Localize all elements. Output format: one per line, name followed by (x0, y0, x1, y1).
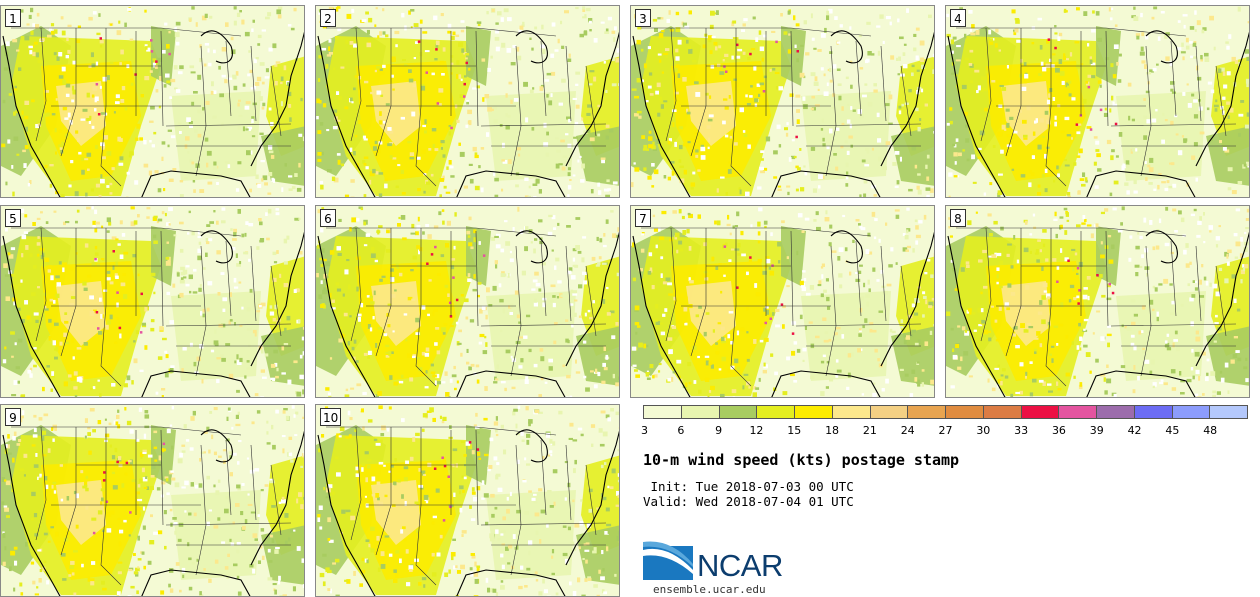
map-panel-8: 8 (945, 205, 1250, 398)
panel-label: 2 (320, 9, 336, 27)
ncar-logo-text: NCAR (697, 548, 783, 583)
chart-title: 10-m wind speed (kts) postage stamp (643, 451, 960, 469)
colorbar-swatch (983, 406, 1022, 418)
wind-speed-map (316, 6, 619, 197)
colorbar-tick: 6 (677, 424, 685, 437)
map-panel-10: 10 (315, 404, 620, 597)
colorbar-swatch (1172, 406, 1211, 418)
colorbar-swatch (908, 406, 946, 418)
panel-label: 1 (5, 9, 21, 27)
map-panel-3: 3 (630, 5, 935, 198)
colorbar-swatch (681, 406, 720, 418)
wind-speed-map (631, 6, 934, 197)
colorbar-swatch (757, 406, 795, 418)
colorbar-tick: 27 (938, 424, 953, 437)
panel-label: 7 (635, 209, 651, 227)
colorbar-tick: 30 (976, 424, 991, 437)
ncar-logo-icon (643, 541, 693, 580)
colorbar-swatch (719, 406, 758, 418)
colorbar-swatch (795, 406, 833, 418)
panel-label: 6 (320, 209, 336, 227)
colorbar-swatch (644, 406, 682, 418)
wind-speed-map (316, 206, 619, 397)
wind-speed-map (946, 6, 1249, 197)
colorbar-tick: 3 (641, 424, 648, 437)
wind-speed-map (946, 206, 1249, 397)
colorbar-swatch (946, 406, 984, 418)
map-panel-1: 1 (0, 5, 305, 198)
colorbar-tick: 42 (1127, 424, 1142, 437)
map-panel-7: 7 (630, 205, 935, 398)
colorbar-swatch (832, 406, 871, 418)
wind-speed-map (1, 405, 304, 596)
wind-speed-map (1, 206, 304, 397)
colorbar (643, 405, 1248, 419)
colorbar-tick: 18 (825, 424, 840, 437)
panel-label: 8 (950, 209, 966, 227)
map-panel-5: 5 (0, 205, 305, 398)
colorbar-tick: 24 (900, 424, 915, 437)
colorbar-swatch (1097, 406, 1135, 418)
colorbar-tick: 15 (787, 424, 802, 437)
colorbar-swatch (1134, 406, 1173, 418)
wind-speed-map (631, 206, 934, 397)
panel-label: 10 (320, 408, 342, 426)
panel-label: 5 (5, 209, 21, 227)
colorbar-swatch (1021, 406, 1060, 418)
valid-time: Valid: Wed 2018-07-04 01 UTC (643, 494, 854, 509)
colorbar-tick: 36 (1051, 424, 1066, 437)
colorbar-tick: 45 (1165, 424, 1180, 437)
wind-speed-map (316, 405, 619, 596)
wind-speed-map (1, 6, 304, 197)
colorbar-tick: 12 (749, 424, 764, 437)
map-panel-9: 9 (0, 404, 305, 597)
colorbar-swatch (1210, 406, 1247, 418)
map-panel-4: 4 (945, 5, 1250, 198)
colorbar-swatch (870, 406, 909, 418)
map-panel-2: 2 (315, 5, 620, 198)
colorbar-tick: 9 (715, 424, 723, 437)
map-panel-6: 6 (315, 205, 620, 398)
site-url: ensemble.ucar.edu (653, 583, 766, 596)
panel-label: 4 (950, 9, 966, 27)
colorbar-tick: 21 (862, 424, 877, 437)
colorbar-tick: 33 (1014, 424, 1029, 437)
panel-label: 9 (5, 408, 21, 426)
colorbar-tick: 39 (1089, 424, 1104, 437)
init-time: Init: Tue 2018-07-03 00 UTC (643, 479, 854, 494)
panel-label: 3 (635, 9, 651, 27)
colorbar-tick: 48 (1203, 424, 1218, 437)
colorbar-swatch (1059, 406, 1097, 418)
